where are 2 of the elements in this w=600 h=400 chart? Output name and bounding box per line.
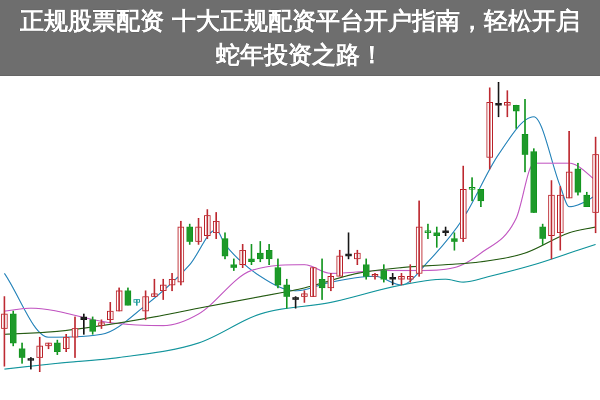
chart-title: 正规股票配资 十大正规配资平台开户指南，轻松开启蛇年投资之路！: [18, 6, 582, 71]
candlestick: [345, 232, 352, 260]
